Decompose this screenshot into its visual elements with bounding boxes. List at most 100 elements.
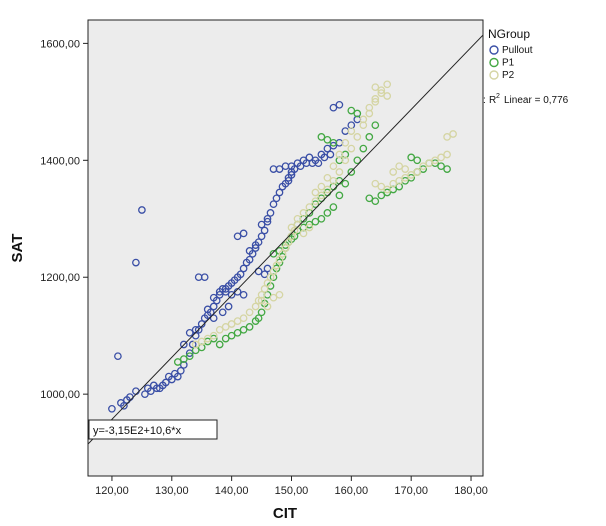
point-p1 <box>323 135 332 144</box>
y-tick-label: 1000,00 <box>40 389 80 401</box>
point-p1 <box>347 106 356 115</box>
point-pullout <box>170 369 179 378</box>
point-p2 <box>317 191 326 200</box>
y-tick-label: 1200,00 <box>40 272 80 284</box>
point-pullout <box>227 290 236 299</box>
point-p2 <box>401 165 410 173</box>
point-pullout <box>257 220 266 229</box>
point-pullout <box>200 273 209 282</box>
point-p1 <box>419 165 428 173</box>
point-p2 <box>383 92 392 100</box>
point-p2 <box>311 188 320 197</box>
point-pullout <box>269 200 278 209</box>
x-axis-title: CIT <box>273 505 297 522</box>
point-p2 <box>260 285 269 293</box>
point-p2 <box>335 168 344 176</box>
point-pullout <box>108 404 116 413</box>
point-pullout <box>245 255 254 264</box>
point-pullout <box>138 206 146 214</box>
legend-marker-p1 <box>489 57 499 68</box>
point-p2 <box>299 209 308 217</box>
point-p1 <box>311 200 320 209</box>
point-p2 <box>389 168 398 176</box>
x-tick-label: 150,00 <box>275 485 309 497</box>
point-p2 <box>341 138 350 147</box>
point-pullout <box>239 264 248 273</box>
point-p1 <box>227 331 236 340</box>
legend-marker-pullout <box>489 45 499 55</box>
point-p1 <box>329 203 338 211</box>
point-p2 <box>443 150 451 159</box>
point-p1 <box>257 308 266 317</box>
point-p2 <box>272 261 281 270</box>
point-p1 <box>323 209 332 217</box>
svg-text:2: 2 <box>496 93 500 100</box>
point-pullout <box>329 141 338 150</box>
point-pullout <box>335 100 344 109</box>
point-p2 <box>254 296 263 305</box>
point-p2 <box>371 179 380 188</box>
point-p2 <box>377 89 386 97</box>
y-tick-label: 1400,00 <box>40 155 80 167</box>
point-p2 <box>215 325 224 334</box>
x-tick-label: 170,00 <box>394 485 428 497</box>
point-p2 <box>245 308 254 317</box>
point-p2 <box>191 340 200 349</box>
legend-label-p2: P2 <box>502 70 515 81</box>
point-p1 <box>353 109 362 118</box>
point-p2 <box>227 320 236 328</box>
point-p1 <box>365 194 374 203</box>
point-p1 <box>317 214 326 223</box>
point-pullout <box>132 258 140 267</box>
point-p2 <box>317 182 326 191</box>
point-p2 <box>323 185 332 194</box>
point-pullout <box>245 247 254 255</box>
point-p2 <box>275 255 284 264</box>
point-pullout <box>263 217 272 226</box>
point-p2 <box>359 115 368 124</box>
point-p1 <box>407 153 416 162</box>
point-p2 <box>305 223 314 232</box>
svg-text:Linear = 0,776: Linear = 0,776 <box>504 95 569 106</box>
point-p2 <box>311 197 320 206</box>
point-p2 <box>407 171 416 179</box>
point-p2 <box>365 103 374 112</box>
point-p1 <box>311 217 320 226</box>
point-p1 <box>353 156 362 165</box>
point-pullout <box>296 162 305 171</box>
point-pullout <box>239 290 248 299</box>
point-pullout <box>257 232 266 241</box>
point-p1 <box>347 168 356 176</box>
point-pullout <box>224 302 233 311</box>
point-p2 <box>347 127 356 135</box>
legend-title: NGroup <box>488 27 530 41</box>
point-p1 <box>269 249 278 258</box>
point-pullout <box>209 293 218 302</box>
legend-marker-p2 <box>489 70 499 80</box>
x-tick-label: 120,00 <box>95 485 129 497</box>
point-p2 <box>329 162 338 171</box>
point-p2 <box>221 323 230 331</box>
point-p1 <box>173 358 182 366</box>
point-p1 <box>245 323 254 331</box>
point-p1 <box>359 144 368 153</box>
point-p1 <box>329 138 338 147</box>
point-p1 <box>377 191 386 200</box>
point-p2 <box>281 244 290 252</box>
point-pullout <box>272 194 281 203</box>
point-p2 <box>263 302 272 311</box>
point-pullout <box>152 384 161 393</box>
point-pullout <box>146 387 155 396</box>
y-axis: 1000,00 1200,00 1400,00 1600,00 <box>40 38 88 401</box>
point-p2 <box>251 302 260 311</box>
point-p2 <box>395 176 404 185</box>
point-p1 <box>365 133 374 141</box>
equation-box: y=-3,15E2+10,6*x <box>88 419 218 440</box>
point-pullout <box>329 103 338 112</box>
point-p1 <box>437 162 445 171</box>
point-pullout <box>221 285 230 293</box>
point-pullout <box>164 372 173 381</box>
point-p2 <box>275 290 284 299</box>
svg-text:y=-3,15E2+10,6*x: y=-3,15E2+10,6*x <box>93 425 182 437</box>
